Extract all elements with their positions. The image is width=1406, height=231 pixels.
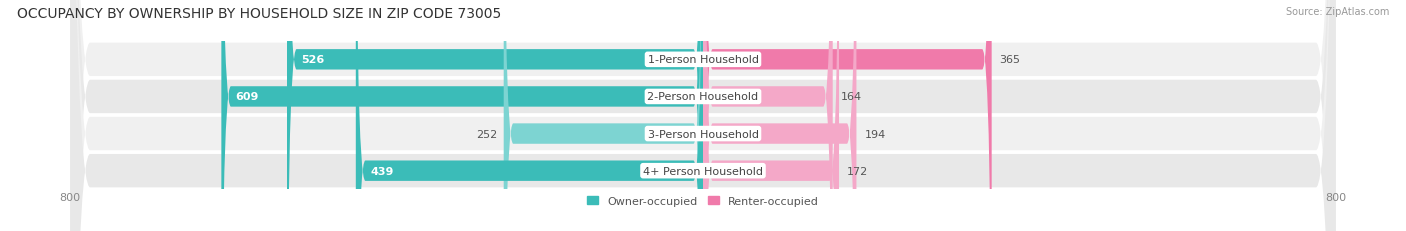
FancyBboxPatch shape [287,0,703,231]
Text: Source: ZipAtlas.com: Source: ZipAtlas.com [1285,7,1389,17]
Text: 439: 439 [370,166,394,176]
Text: 526: 526 [301,55,325,65]
Text: 164: 164 [841,92,862,102]
Text: 252: 252 [477,129,498,139]
Text: 2-Person Household: 2-Person Household [647,92,759,102]
FancyBboxPatch shape [703,0,839,231]
Text: 194: 194 [865,129,886,139]
Text: 1-Person Household: 1-Person Household [648,55,758,65]
Text: 4+ Person Household: 4+ Person Household [643,166,763,176]
FancyBboxPatch shape [356,0,703,231]
Text: 365: 365 [1000,55,1021,65]
FancyBboxPatch shape [703,0,832,231]
FancyBboxPatch shape [70,0,1336,231]
Text: 3-Person Household: 3-Person Household [648,129,758,139]
FancyBboxPatch shape [70,0,1336,231]
Text: OCCUPANCY BY OWNERSHIP BY HOUSEHOLD SIZE IN ZIP CODE 73005: OCCUPANCY BY OWNERSHIP BY HOUSEHOLD SIZE… [17,7,501,21]
Text: 172: 172 [846,166,868,176]
FancyBboxPatch shape [70,0,1336,231]
Legend: Owner-occupied, Renter-occupied: Owner-occupied, Renter-occupied [582,191,824,210]
FancyBboxPatch shape [221,0,703,231]
FancyBboxPatch shape [503,0,703,231]
FancyBboxPatch shape [703,0,856,231]
FancyBboxPatch shape [70,0,1336,231]
Text: 609: 609 [236,92,259,102]
FancyBboxPatch shape [703,0,991,231]
